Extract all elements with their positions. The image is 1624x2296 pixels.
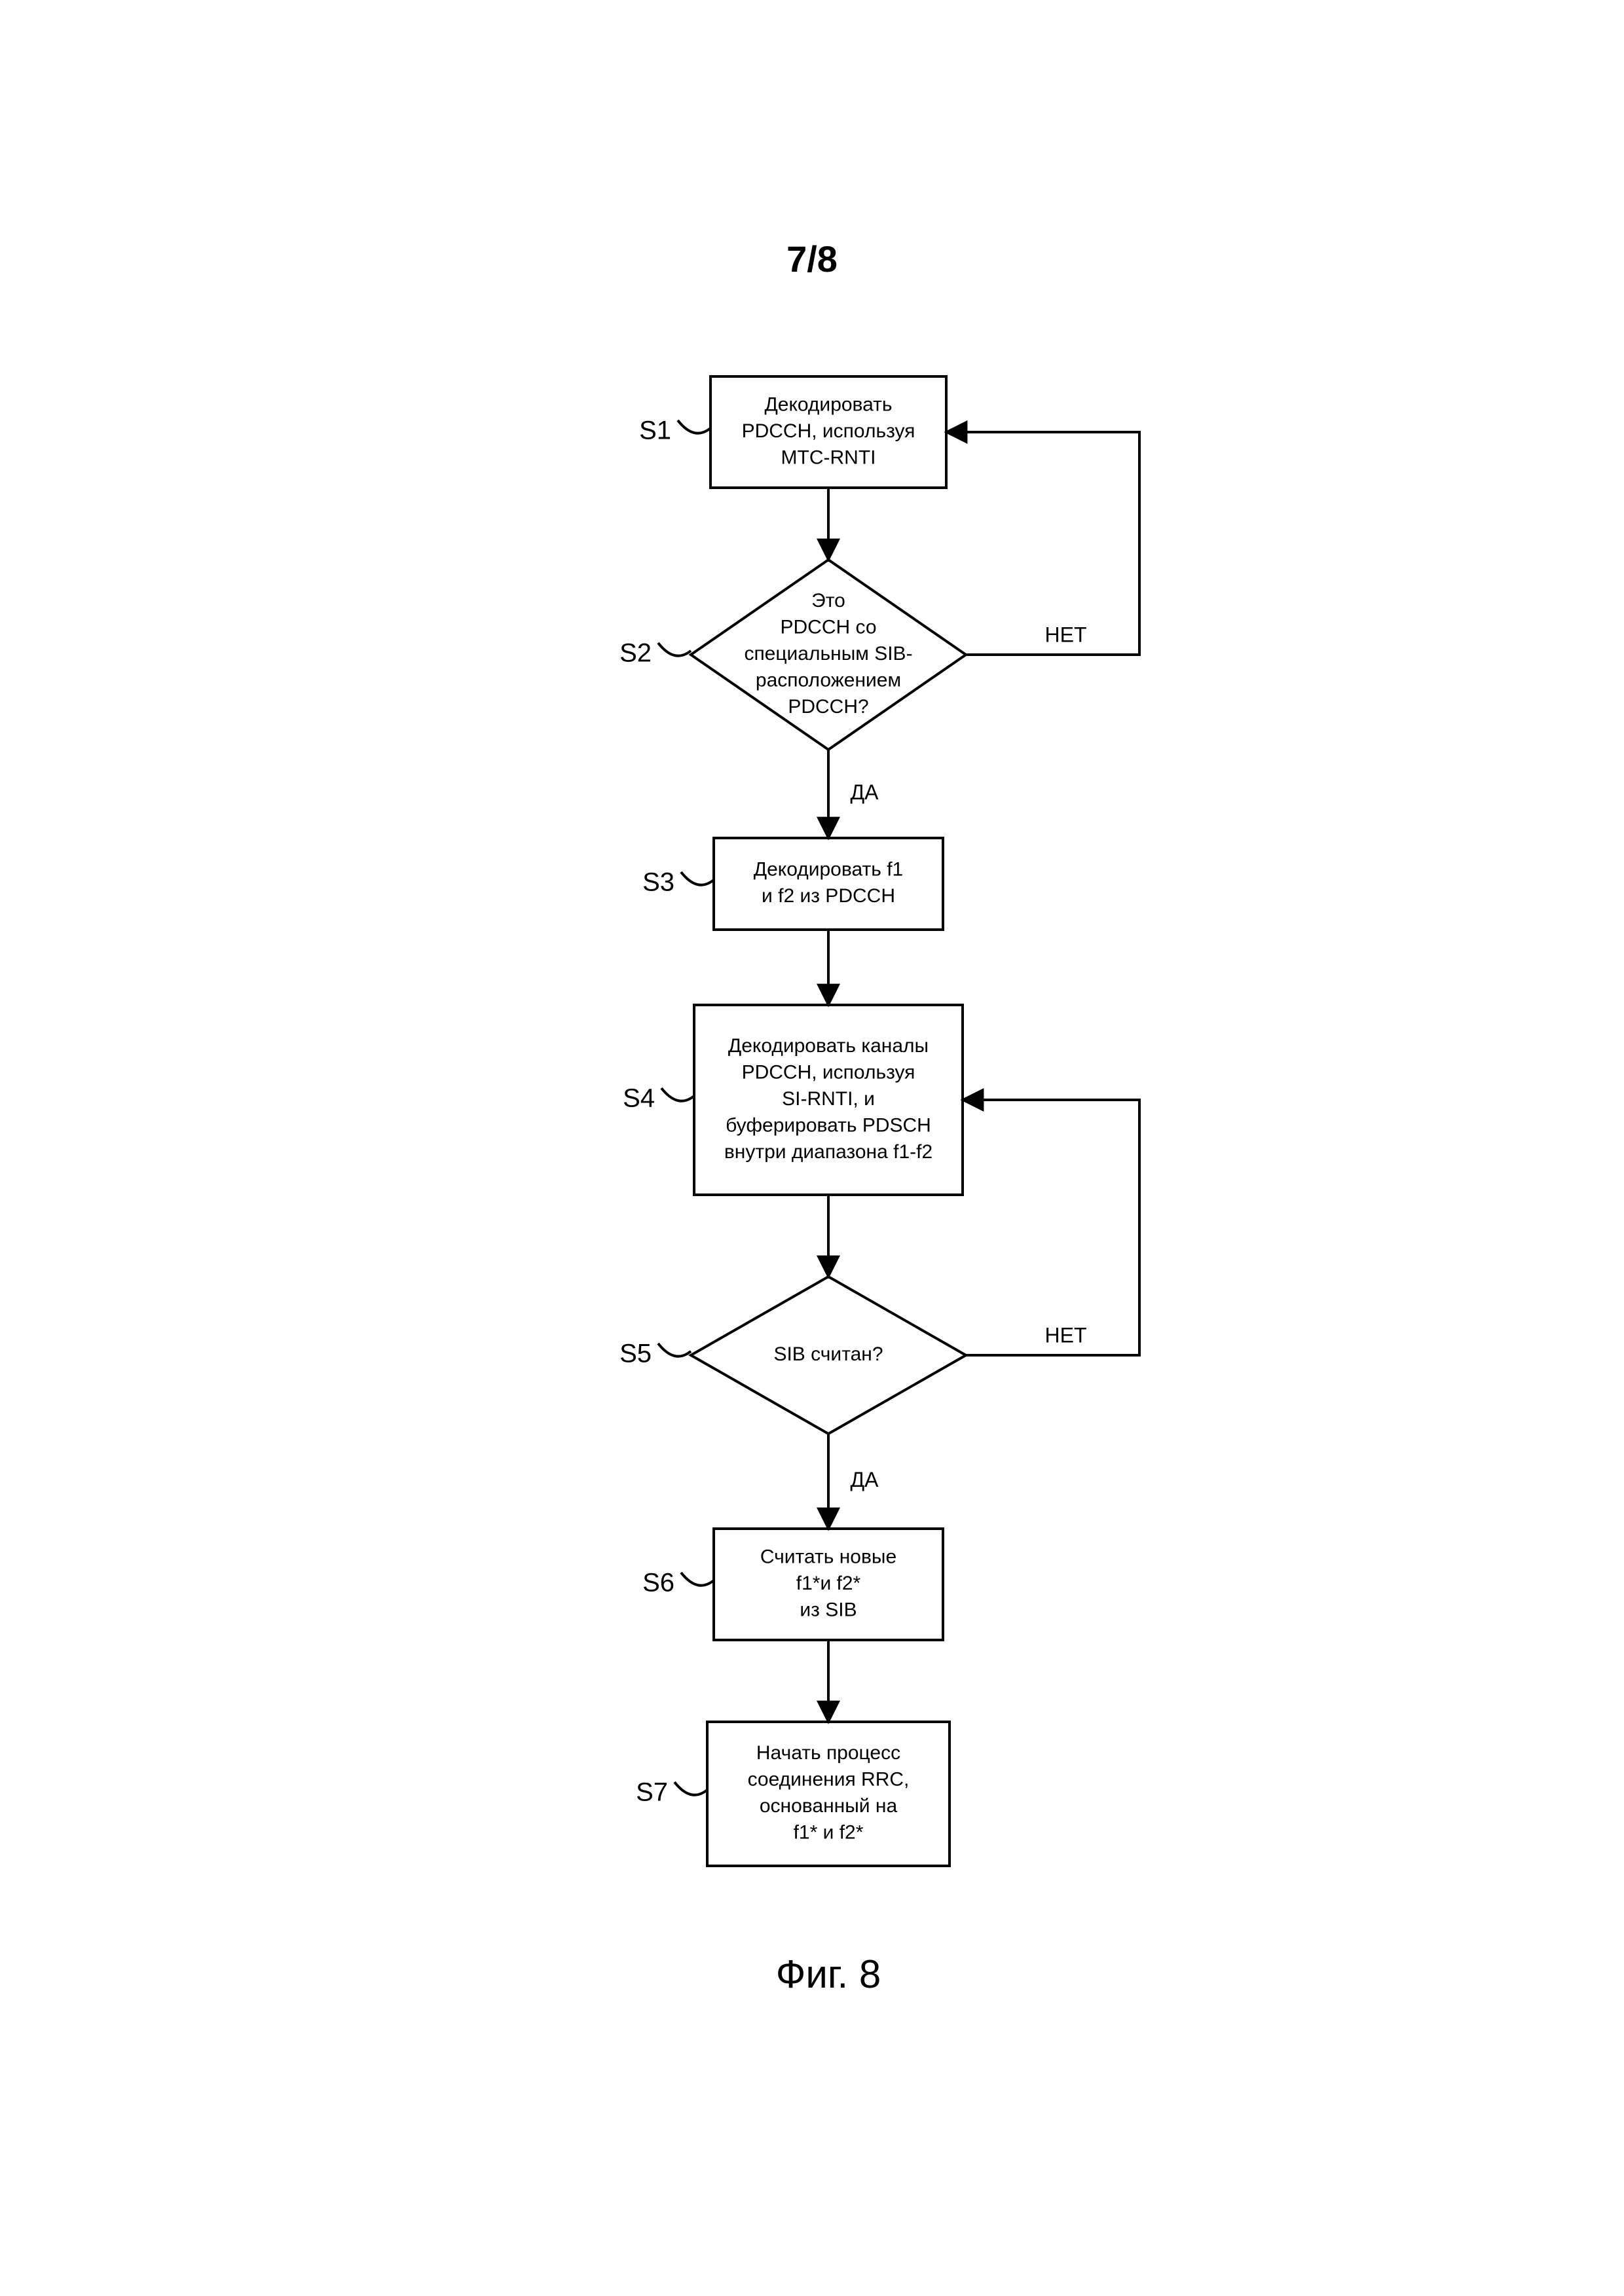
flow-node-text: внутри диапазона f1-f2	[724, 1141, 932, 1163]
flow-node-text: Декодировать	[764, 393, 892, 415]
edge-label: НЕТ	[1045, 623, 1087, 646]
flow-node-text: Декодировать f1	[754, 859, 903, 881]
flow-node-text: PDCCH, используя	[742, 420, 915, 442]
step-label: S1	[639, 416, 671, 445]
flow-node-text: f1* и f2*	[794, 1822, 864, 1844]
flow-node-text: SIB считан?	[773, 1343, 883, 1365]
edge-label: ДА	[850, 1468, 879, 1491]
step-label: S3	[642, 868, 674, 897]
flow-node-text: Декодировать каналы	[728, 1035, 929, 1057]
flow-node-text: Начать процесс	[756, 1742, 900, 1764]
flow-node-text: MTC-RNTI	[781, 446, 876, 468]
flow-node-s5: SIB считан? S5	[619, 1277, 966, 1434]
flow-node-text: буферировать PDSCH	[726, 1114, 931, 1136]
flow-node-s1: Декодировать PDCCH, используя MTC-RNTI S1	[639, 376, 946, 488]
flow-node-text: расположением	[756, 669, 901, 691]
flow-node-text: из SIB	[800, 1599, 857, 1620]
flow-node-text: Это	[811, 590, 845, 611]
step-label: S2	[619, 639, 652, 668]
flow-node-text: PDCCH со	[780, 616, 876, 638]
flow-node-text: основанный на	[760, 1795, 898, 1817]
flow-node-text: SI-RNTI, и	[782, 1088, 875, 1110]
step-label: S7	[636, 1778, 668, 1807]
flowchart: Декодировать PDCCH, используя MTC-RNTI S1 Эт…	[619, 376, 1139, 1866]
flow-node-s2: Это PDCCH со специальным SIB-расположением…	[619, 560, 966, 750]
flow-node-s4: Декодировать каналы PDCCH, используя SI-RN…	[623, 1005, 963, 1195]
figure-caption: Фиг. 8	[776, 1952, 881, 1996]
flow-node-s7: Начать процесс соединения RRC, основанный …	[636, 1722, 950, 1866]
edge-label: ДА	[850, 780, 879, 804]
step-label: S6	[642, 1569, 674, 1597]
flow-node-text: специальным SIB-	[744, 643, 912, 665]
flow-node-text: PDCCH, используя	[742, 1061, 915, 1083]
flow-node-text: f1*и f2*	[796, 1573, 861, 1594]
flow-node-s6: Считать новые f1*и f2* из SIB S6	[642, 1529, 943, 1640]
step-label: S4	[623, 1084, 655, 1113]
step-label: S5	[619, 1339, 652, 1368]
flow-node-text: PDCCH?	[788, 696, 868, 718]
flow-node-text: Считать новые	[760, 1546, 896, 1567]
flow-node-s3: Декодировать f1 и f2 из PDCCH S3	[642, 838, 943, 930]
page-header: 7/8	[786, 238, 838, 280]
edge-label: НЕТ	[1045, 1323, 1087, 1347]
flow-node-text: соединения RRC,	[748, 1769, 910, 1791]
flow-node-text: и f2 из PDCCH	[762, 885, 895, 907]
